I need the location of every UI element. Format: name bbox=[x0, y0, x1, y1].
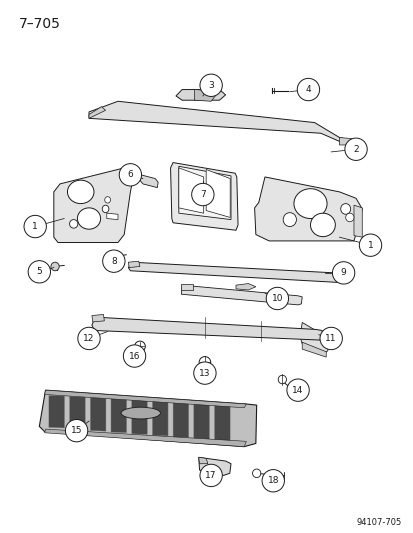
Text: 13: 13 bbox=[199, 369, 210, 377]
Ellipse shape bbox=[293, 189, 326, 219]
Text: 18: 18 bbox=[267, 477, 278, 485]
Text: 3: 3 bbox=[208, 81, 214, 90]
Text: 6: 6 bbox=[127, 171, 133, 179]
Polygon shape bbox=[131, 400, 147, 434]
Ellipse shape bbox=[104, 197, 110, 203]
Polygon shape bbox=[254, 177, 361, 241]
Polygon shape bbox=[90, 398, 106, 431]
Polygon shape bbox=[181, 285, 301, 305]
Polygon shape bbox=[206, 169, 230, 217]
Polygon shape bbox=[198, 457, 207, 464]
Polygon shape bbox=[353, 205, 361, 237]
Text: 14: 14 bbox=[292, 386, 303, 394]
Polygon shape bbox=[39, 390, 256, 447]
Ellipse shape bbox=[51, 262, 59, 271]
Polygon shape bbox=[178, 168, 203, 213]
Ellipse shape bbox=[199, 464, 222, 487]
Ellipse shape bbox=[134, 341, 145, 352]
Ellipse shape bbox=[28, 261, 50, 283]
Ellipse shape bbox=[286, 379, 309, 401]
Ellipse shape bbox=[278, 375, 286, 384]
Polygon shape bbox=[193, 403, 209, 439]
Polygon shape bbox=[92, 314, 104, 322]
Ellipse shape bbox=[119, 164, 141, 186]
Ellipse shape bbox=[121, 407, 160, 419]
Ellipse shape bbox=[65, 419, 88, 442]
Ellipse shape bbox=[252, 469, 260, 478]
Polygon shape bbox=[194, 90, 215, 101]
Polygon shape bbox=[178, 166, 230, 220]
Text: 16: 16 bbox=[128, 352, 140, 360]
Polygon shape bbox=[301, 342, 325, 357]
Polygon shape bbox=[299, 322, 327, 353]
Text: 7–705: 7–705 bbox=[19, 17, 60, 31]
Ellipse shape bbox=[344, 138, 366, 160]
Polygon shape bbox=[181, 284, 192, 290]
Text: 5: 5 bbox=[36, 268, 42, 276]
Ellipse shape bbox=[199, 357, 210, 368]
Text: 2: 2 bbox=[352, 145, 358, 154]
Ellipse shape bbox=[319, 327, 342, 350]
Polygon shape bbox=[54, 168, 132, 243]
Text: 7: 7 bbox=[199, 190, 205, 199]
Polygon shape bbox=[152, 401, 168, 436]
Ellipse shape bbox=[345, 213, 353, 222]
Polygon shape bbox=[92, 317, 322, 340]
Ellipse shape bbox=[261, 470, 284, 492]
Ellipse shape bbox=[340, 204, 350, 214]
Ellipse shape bbox=[67, 180, 94, 204]
Polygon shape bbox=[173, 402, 188, 438]
Ellipse shape bbox=[332, 262, 354, 284]
Text: 1: 1 bbox=[367, 241, 373, 249]
Polygon shape bbox=[140, 175, 158, 188]
Ellipse shape bbox=[358, 234, 381, 256]
Polygon shape bbox=[235, 284, 255, 290]
Text: 9: 9 bbox=[340, 269, 346, 277]
Polygon shape bbox=[128, 262, 342, 282]
Text: 12: 12 bbox=[83, 334, 95, 343]
Text: 1: 1 bbox=[32, 222, 38, 231]
Ellipse shape bbox=[282, 213, 296, 227]
Polygon shape bbox=[176, 90, 225, 100]
Polygon shape bbox=[339, 138, 351, 145]
Ellipse shape bbox=[102, 205, 109, 213]
Polygon shape bbox=[89, 101, 347, 145]
Polygon shape bbox=[69, 397, 85, 430]
Ellipse shape bbox=[78, 327, 100, 350]
Polygon shape bbox=[45, 429, 246, 447]
Text: 17: 17 bbox=[205, 471, 216, 480]
Polygon shape bbox=[111, 399, 126, 433]
Polygon shape bbox=[170, 163, 237, 230]
Ellipse shape bbox=[69, 220, 78, 228]
Text: 11: 11 bbox=[325, 334, 336, 343]
Polygon shape bbox=[49, 395, 64, 428]
Ellipse shape bbox=[199, 74, 222, 96]
Text: 94107-705: 94107-705 bbox=[356, 518, 401, 527]
Text: 8: 8 bbox=[111, 257, 116, 265]
Text: 15: 15 bbox=[71, 426, 82, 435]
Polygon shape bbox=[89, 107, 105, 118]
Ellipse shape bbox=[123, 345, 145, 367]
Ellipse shape bbox=[77, 208, 100, 229]
Polygon shape bbox=[128, 261, 140, 268]
Ellipse shape bbox=[24, 215, 46, 238]
Polygon shape bbox=[198, 457, 230, 475]
Polygon shape bbox=[45, 390, 246, 408]
Text: 10: 10 bbox=[271, 294, 282, 303]
Ellipse shape bbox=[191, 183, 214, 206]
Ellipse shape bbox=[266, 287, 288, 310]
Ellipse shape bbox=[310, 213, 335, 237]
Text: 4: 4 bbox=[305, 85, 311, 94]
Ellipse shape bbox=[102, 250, 125, 272]
Ellipse shape bbox=[113, 252, 121, 260]
Ellipse shape bbox=[193, 362, 216, 384]
Polygon shape bbox=[214, 404, 230, 441]
Polygon shape bbox=[107, 213, 118, 220]
Ellipse shape bbox=[297, 78, 319, 101]
